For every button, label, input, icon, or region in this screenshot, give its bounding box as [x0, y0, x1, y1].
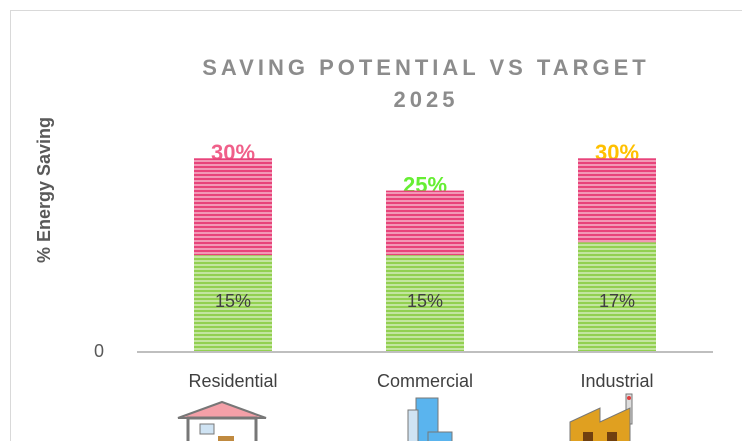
x-tick-label: Industrial [580, 371, 653, 391]
y-tick-label: 0 [94, 341, 104, 361]
category-icons [177, 393, 633, 441]
bar-texture [578, 158, 656, 243]
building-icon [407, 397, 453, 441]
bar-texture [194, 255, 272, 352]
x-tick-label: Residential [188, 371, 277, 391]
bar-texture [386, 190, 464, 256]
value-label: 15% [407, 291, 443, 311]
value-label: 15% [215, 291, 251, 311]
chart-title: SAVING POTENTIAL VS TARGET 2025 [202, 55, 650, 112]
bar-texture [194, 158, 272, 256]
x-tick-label: Commercial [377, 371, 473, 391]
y-axis-label: % Energy Saving [34, 117, 54, 263]
house-icon [177, 400, 267, 441]
bar-texture [386, 255, 464, 352]
value-label: 17% [599, 291, 635, 311]
bar-texture [578, 242, 656, 352]
factory-icon [569, 393, 633, 441]
